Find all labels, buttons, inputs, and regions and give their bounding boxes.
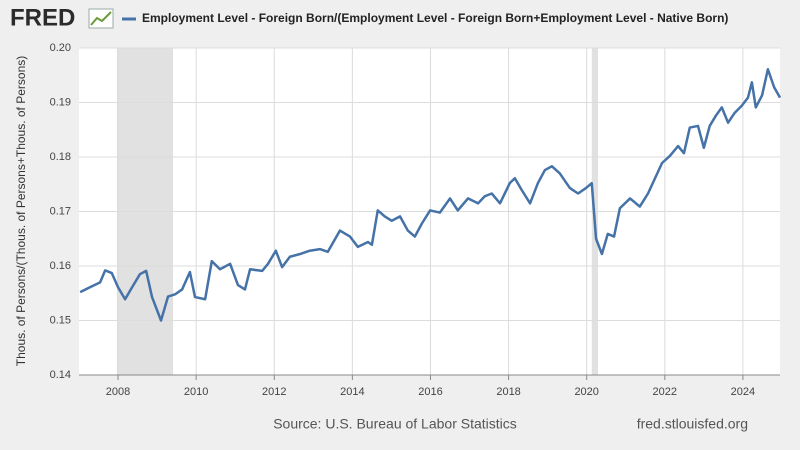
x-tick-label: 2016 <box>418 386 442 398</box>
logo-icon <box>88 8 114 29</box>
y-tick-label: 0.15 <box>50 314 71 326</box>
x-tick-label: 2008 <box>106 386 130 398</box>
series-line <box>79 68 782 322</box>
x-tick-label: 2014 <box>340 386 364 398</box>
y-tick-label: 0.16 <box>50 260 71 272</box>
y-tick-label: 0.18 <box>50 151 71 163</box>
x-tick-label: 2018 <box>496 386 520 398</box>
x-tick-label: 2022 <box>653 386 677 398</box>
y-tick-label: 0.20 <box>50 42 71 54</box>
y-tick-label: 0.17 <box>50 205 71 217</box>
legend-label: Employment Level - Foreign Born/(Employm… <box>142 11 728 25</box>
site: fred.stlouisfed.org <box>637 416 748 432</box>
x-tick-label: 2010 <box>184 386 208 398</box>
x-tick-label: 2024 <box>731 386 755 398</box>
y-tick-label: 0.14 <box>50 369 71 381</box>
x-tick-label: 2012 <box>262 386 286 398</box>
logo: FRED <box>10 4 75 31</box>
source: Source: U.S. Bureau of Labor Statistics <box>273 416 517 432</box>
y-axis-label: Thous. of Persons/(Thous. of Persons+Tho… <box>14 56 28 366</box>
x-tick-label: 2020 <box>574 386 598 398</box>
y-tick-label: 0.19 <box>50 96 71 108</box>
